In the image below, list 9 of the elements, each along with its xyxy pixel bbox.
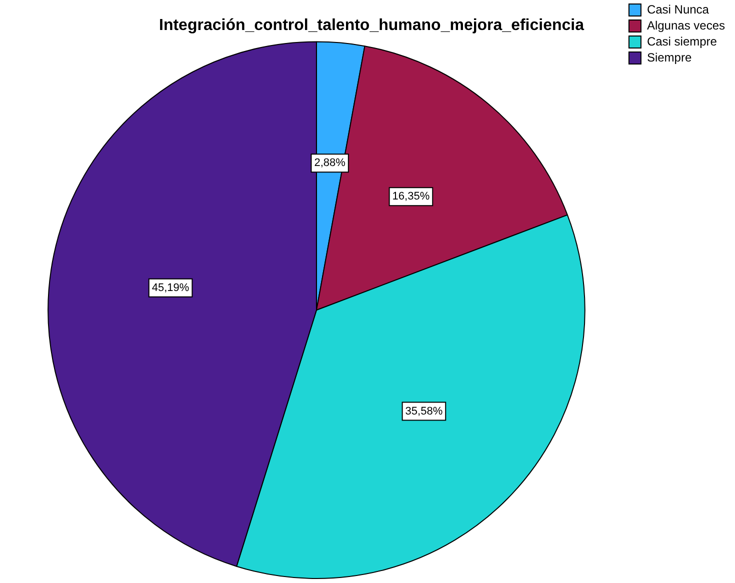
data-label: 2,88%: [314, 157, 346, 170]
legend-label: Algunas veces: [646, 18, 725, 32]
data-label: 45,19%: [152, 282, 190, 294]
legend-label: Casi Nunca: [646, 2, 710, 16]
text: Integración_control_talento_humano_mejora_eficiencia: [158, 17, 584, 34]
data-label: 35,58%: [405, 405, 443, 418]
legend-label: Siempre: [646, 50, 692, 64]
legend-label: Casi siempre: [646, 34, 718, 48]
data-label: 16,35%: [392, 190, 430, 203]
